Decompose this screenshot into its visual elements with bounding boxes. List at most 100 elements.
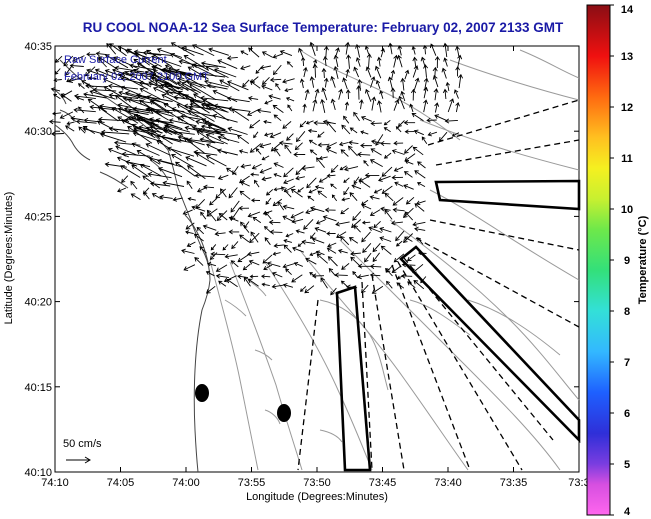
current-arrow	[167, 146, 195, 157]
current-arrow	[312, 63, 318, 78]
current-arrow	[281, 186, 292, 198]
current-arrow	[187, 196, 196, 201]
current-arrow	[369, 209, 381, 216]
current-arrow	[343, 186, 350, 196]
current-arrow	[115, 145, 138, 156]
current-arrow	[240, 50, 249, 56]
current-arrow	[379, 90, 384, 99]
current-arrow	[309, 206, 325, 213]
current-arrow	[266, 261, 281, 268]
current-arrow	[99, 132, 127, 143]
current-arrow	[186, 241, 196, 247]
current-arrow	[55, 55, 63, 63]
current-arrow	[370, 139, 383, 145]
current-arrow	[206, 209, 217, 222]
current-arrow	[196, 130, 215, 144]
current-arrow	[190, 63, 217, 78]
current-arrow	[290, 188, 303, 198]
current-arrow	[372, 242, 381, 253]
current-arrow	[136, 150, 161, 165]
current-arrow	[247, 278, 259, 287]
current-arrow	[185, 230, 194, 235]
current-arrow	[326, 247, 337, 254]
current-arrow	[302, 103, 307, 113]
current-arrow	[216, 148, 238, 156]
current-arrow	[404, 211, 414, 221]
current-arrow	[387, 76, 393, 90]
current-arrow	[209, 198, 218, 206]
current-arrow	[345, 68, 350, 78]
current-arrow	[290, 211, 304, 219]
current-arrow	[187, 66, 209, 80]
current-arrow	[373, 220, 381, 229]
current-arrow	[223, 275, 237, 283]
current-arrow	[355, 57, 361, 67]
current-arrow	[405, 196, 415, 205]
current-arrow	[247, 211, 261, 218]
current-arrow	[265, 189, 274, 196]
current-arrow	[131, 142, 160, 156]
current-arrow	[272, 64, 282, 76]
current-arrow	[247, 251, 260, 257]
current-arrow	[139, 163, 162, 177]
current-arrow	[395, 230, 405, 242]
current-arrow	[263, 264, 273, 271]
current-arrow	[351, 184, 362, 190]
current-arrow	[309, 149, 318, 156]
current-arrow	[279, 49, 293, 57]
current-arrow	[376, 100, 382, 113]
current-arrow	[254, 179, 260, 188]
current-arrow	[361, 231, 371, 243]
current-arrow	[176, 103, 207, 121]
current-arrow	[185, 222, 195, 230]
current-arrow	[284, 88, 294, 93]
current-arrow	[282, 78, 295, 84]
current-arrow	[269, 77, 282, 83]
current-arrow	[181, 81, 201, 94]
current-arrow	[406, 254, 416, 262]
current-arrow	[383, 127, 391, 133]
current-arrow	[224, 253, 238, 259]
current-arrow	[368, 226, 382, 233]
current-arrow	[214, 231, 226, 237]
current-arrow	[299, 120, 307, 128]
current-arrow	[113, 56, 140, 70]
current-arrow	[403, 233, 414, 243]
current-arrow	[149, 121, 177, 135]
current-arrow	[117, 187, 127, 193]
current-arrow	[87, 98, 107, 113]
current-arrow	[118, 90, 146, 100]
current-arrow	[259, 143, 272, 149]
current-arrow	[316, 157, 325, 168]
current-arrow	[335, 221, 350, 227]
current-arrow	[342, 77, 348, 90]
current-arrow	[127, 109, 149, 115]
current-arrow	[331, 194, 338, 202]
current-arrow	[318, 176, 328, 183]
current-arrow	[261, 84, 273, 91]
current-arrow	[104, 161, 127, 168]
current-arrow	[326, 142, 337, 149]
current-arrow	[248, 259, 260, 266]
current-arrow	[205, 102, 230, 110]
current-arrow	[352, 271, 359, 279]
current-arrow	[314, 185, 325, 190]
current-arrow	[379, 226, 392, 233]
current-arrow	[129, 63, 156, 71]
current-arrow	[438, 131, 448, 142]
current-arrow	[59, 111, 74, 119]
current-arrow	[334, 272, 348, 278]
current-arrow	[369, 195, 380, 200]
current-arrow	[250, 172, 259, 177]
current-arrow	[206, 261, 217, 267]
current-arrow	[285, 96, 295, 102]
current-arrow	[139, 87, 161, 100]
current-arrow	[255, 148, 262, 155]
current-arrow	[217, 59, 238, 70]
current-arrow	[355, 43, 361, 58]
current-arrow	[378, 175, 391, 182]
current-arrow	[305, 257, 317, 265]
current-arrow	[192, 44, 215, 57]
current-arrow	[73, 107, 96, 113]
current-arrow	[412, 263, 424, 274]
